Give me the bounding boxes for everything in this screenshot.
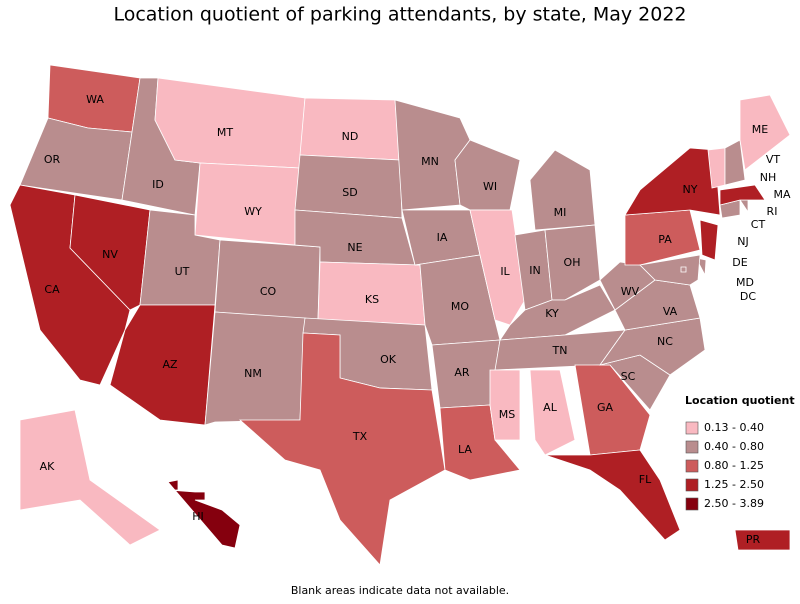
state-label: UT <box>175 265 190 278</box>
state-label: DE <box>732 256 747 269</box>
state-label: WV <box>621 285 640 298</box>
state-label: MD <box>736 276 754 289</box>
state <box>529 369 576 456</box>
state-label: WA <box>86 93 104 106</box>
state-label: MN <box>421 155 439 168</box>
state-label: GA <box>597 401 614 414</box>
legend-swatch <box>685 421 699 435</box>
state <box>739 94 791 171</box>
state-label: IL <box>500 265 510 278</box>
state-label: IA <box>437 231 448 244</box>
state <box>724 139 746 186</box>
state-label: NC <box>657 335 673 348</box>
state-label: FL <box>639 473 652 486</box>
state-label: OH <box>564 256 581 269</box>
state <box>109 304 216 426</box>
state-label: CT <box>751 218 766 231</box>
state-label: TX <box>352 430 368 443</box>
state-label: MI <box>554 206 567 219</box>
state <box>238 332 446 566</box>
legend-label: 0.13 - 0.40 <box>704 421 764 434</box>
state-label: WY <box>244 205 262 218</box>
state-label: PA <box>658 233 672 246</box>
legend: 0.13 - 0.40 0.40 - 0.80 0.80 - 1.25 1.25 - … <box>685 421 764 511</box>
state-label: DC <box>740 290 756 303</box>
state-label: ME <box>752 123 768 136</box>
state-label: AZ <box>162 358 178 371</box>
state <box>194 162 301 246</box>
legend-title: Location quotient <box>685 394 795 407</box>
state-label: SC <box>621 370 636 383</box>
state-label: SD <box>342 186 357 199</box>
footnote: Blank areas indicate data not available. <box>291 584 509 597</box>
legend-label: 0.80 - 1.25 <box>704 459 764 472</box>
state-label: AR <box>454 366 470 379</box>
legend-swatch <box>685 478 699 492</box>
state <box>154 77 306 169</box>
state-label: MS <box>499 408 515 421</box>
state <box>544 449 681 541</box>
legend-label: 2.50 - 3.89 <box>704 497 764 510</box>
state-label: RI <box>767 205 778 218</box>
state <box>544 224 601 301</box>
state-label: KS <box>365 293 379 306</box>
state-label: NJ <box>737 235 748 248</box>
state <box>734 529 791 551</box>
state-label: NY <box>683 183 698 196</box>
state <box>489 369 521 441</box>
state-label: ID <box>152 178 164 191</box>
state-label: MA <box>773 188 790 201</box>
legend-swatch <box>685 459 699 473</box>
state <box>624 147 721 216</box>
state <box>69 194 151 311</box>
state-label: OR <box>44 153 61 166</box>
state-label: CA <box>44 283 60 296</box>
legend-label: 0.40 - 0.80 <box>704 440 764 453</box>
state-label: MO <box>451 300 469 313</box>
state <box>739 199 749 214</box>
state <box>214 239 321 321</box>
state <box>639 254 701 286</box>
state <box>529 149 596 231</box>
state-label: VT <box>766 153 781 166</box>
state <box>699 219 719 261</box>
state-label: IN <box>529 264 540 277</box>
state-label: NM <box>244 367 262 380</box>
states <box>9 64 791 566</box>
legend-swatch <box>685 497 699 511</box>
state-label: NH <box>760 171 777 184</box>
state-label: PR <box>746 533 761 546</box>
state-label: NE <box>347 241 362 254</box>
state-label: WI <box>483 180 497 193</box>
state <box>19 409 161 546</box>
state <box>299 97 401 161</box>
state <box>719 184 766 206</box>
state-label: VA <box>663 305 678 318</box>
labels: WA OR CA NV ID MT WY UT AZ CO NM ND SD NE KS OK TX MN IA MO… <box>40 93 791 546</box>
state-label: AK <box>40 460 56 473</box>
state <box>454 139 521 211</box>
state <box>167 479 241 549</box>
state-label: MT <box>217 126 233 139</box>
state-label: CO <box>260 285 277 298</box>
state-label: AL <box>543 401 558 414</box>
state-label: OK <box>380 353 397 366</box>
title: Location quotient of parking attendants,… <box>113 4 686 26</box>
state <box>680 266 687 273</box>
state-label: ND <box>342 130 359 143</box>
legend-label: 1.25 - 2.50 <box>704 478 764 491</box>
state-label: KY <box>545 307 559 320</box>
state-label: HI <box>192 510 204 523</box>
state-label: TN <box>552 344 568 357</box>
state-label: LA <box>458 443 472 456</box>
state-label: NV <box>102 248 118 261</box>
legend-swatch <box>685 440 699 454</box>
